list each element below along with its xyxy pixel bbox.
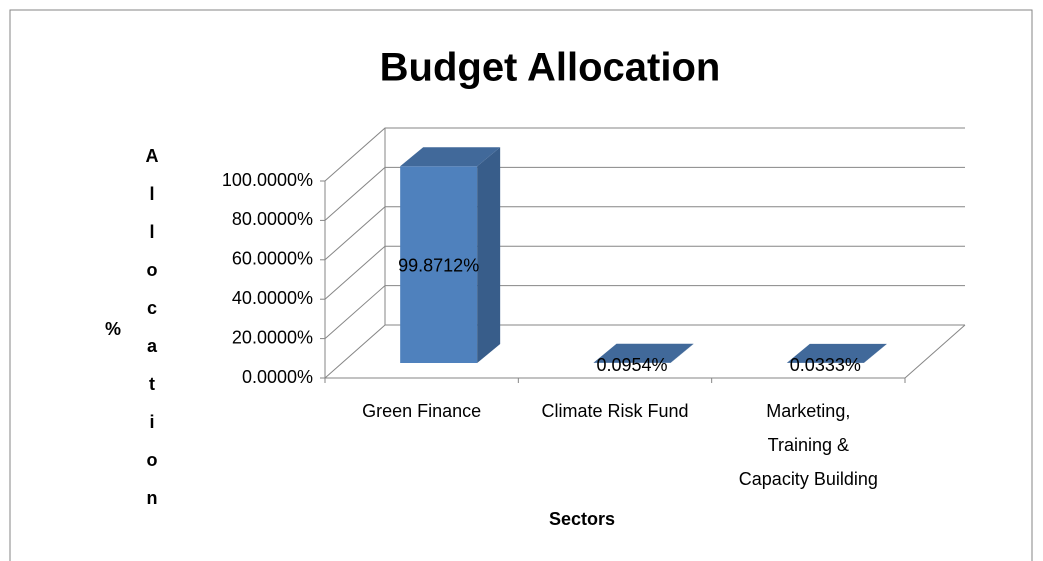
- x-tick-label: Marketing, Training & Capacity Building: [739, 401, 878, 489]
- grid-line: [324, 285, 965, 339]
- y-axis-title: %A l l o c a t i o n: [105, 146, 159, 508]
- bar-side: [863, 343, 887, 363]
- chart-title: Budget Allocation: [380, 46, 721, 90]
- bar-side: [670, 343, 694, 363]
- data-label: 0.0954%: [596, 355, 667, 375]
- bar: [786, 343, 887, 363]
- floor-right-edge: [904, 324, 966, 379]
- y-tick-label: 60.0000%: [232, 249, 313, 269]
- x-tick-label: Climate Risk Fund: [541, 401, 688, 421]
- grid-line: [324, 324, 965, 379]
- bar: [593, 343, 694, 363]
- bar: [400, 147, 501, 363]
- grid-line: [324, 245, 965, 300]
- grid-line: [324, 206, 965, 261]
- bar-front: [400, 166, 478, 363]
- y-tick-label: 100.0000%: [222, 170, 313, 190]
- bar-top: [786, 343, 887, 363]
- data-label: 0.0333%: [790, 355, 861, 375]
- y-tick-label: 0.0000%: [242, 367, 313, 387]
- x-tick-label: Green Finance: [362, 401, 481, 421]
- y-tick-label: 20.0000%: [232, 327, 313, 347]
- bar-top: [400, 147, 501, 167]
- bar-side: [477, 147, 501, 363]
- y-tick-label: 80.0000%: [232, 209, 313, 229]
- x-axis-title: Sectors: [549, 509, 615, 529]
- data-label: 99.8712%: [398, 255, 479, 275]
- bar-top: [593, 343, 694, 363]
- grid-line: [324, 166, 965, 221]
- chart-border: [9, 9, 1033, 561]
- grid-line: [324, 127, 965, 182]
- y-tick-label: 40.0000%: [232, 288, 313, 308]
